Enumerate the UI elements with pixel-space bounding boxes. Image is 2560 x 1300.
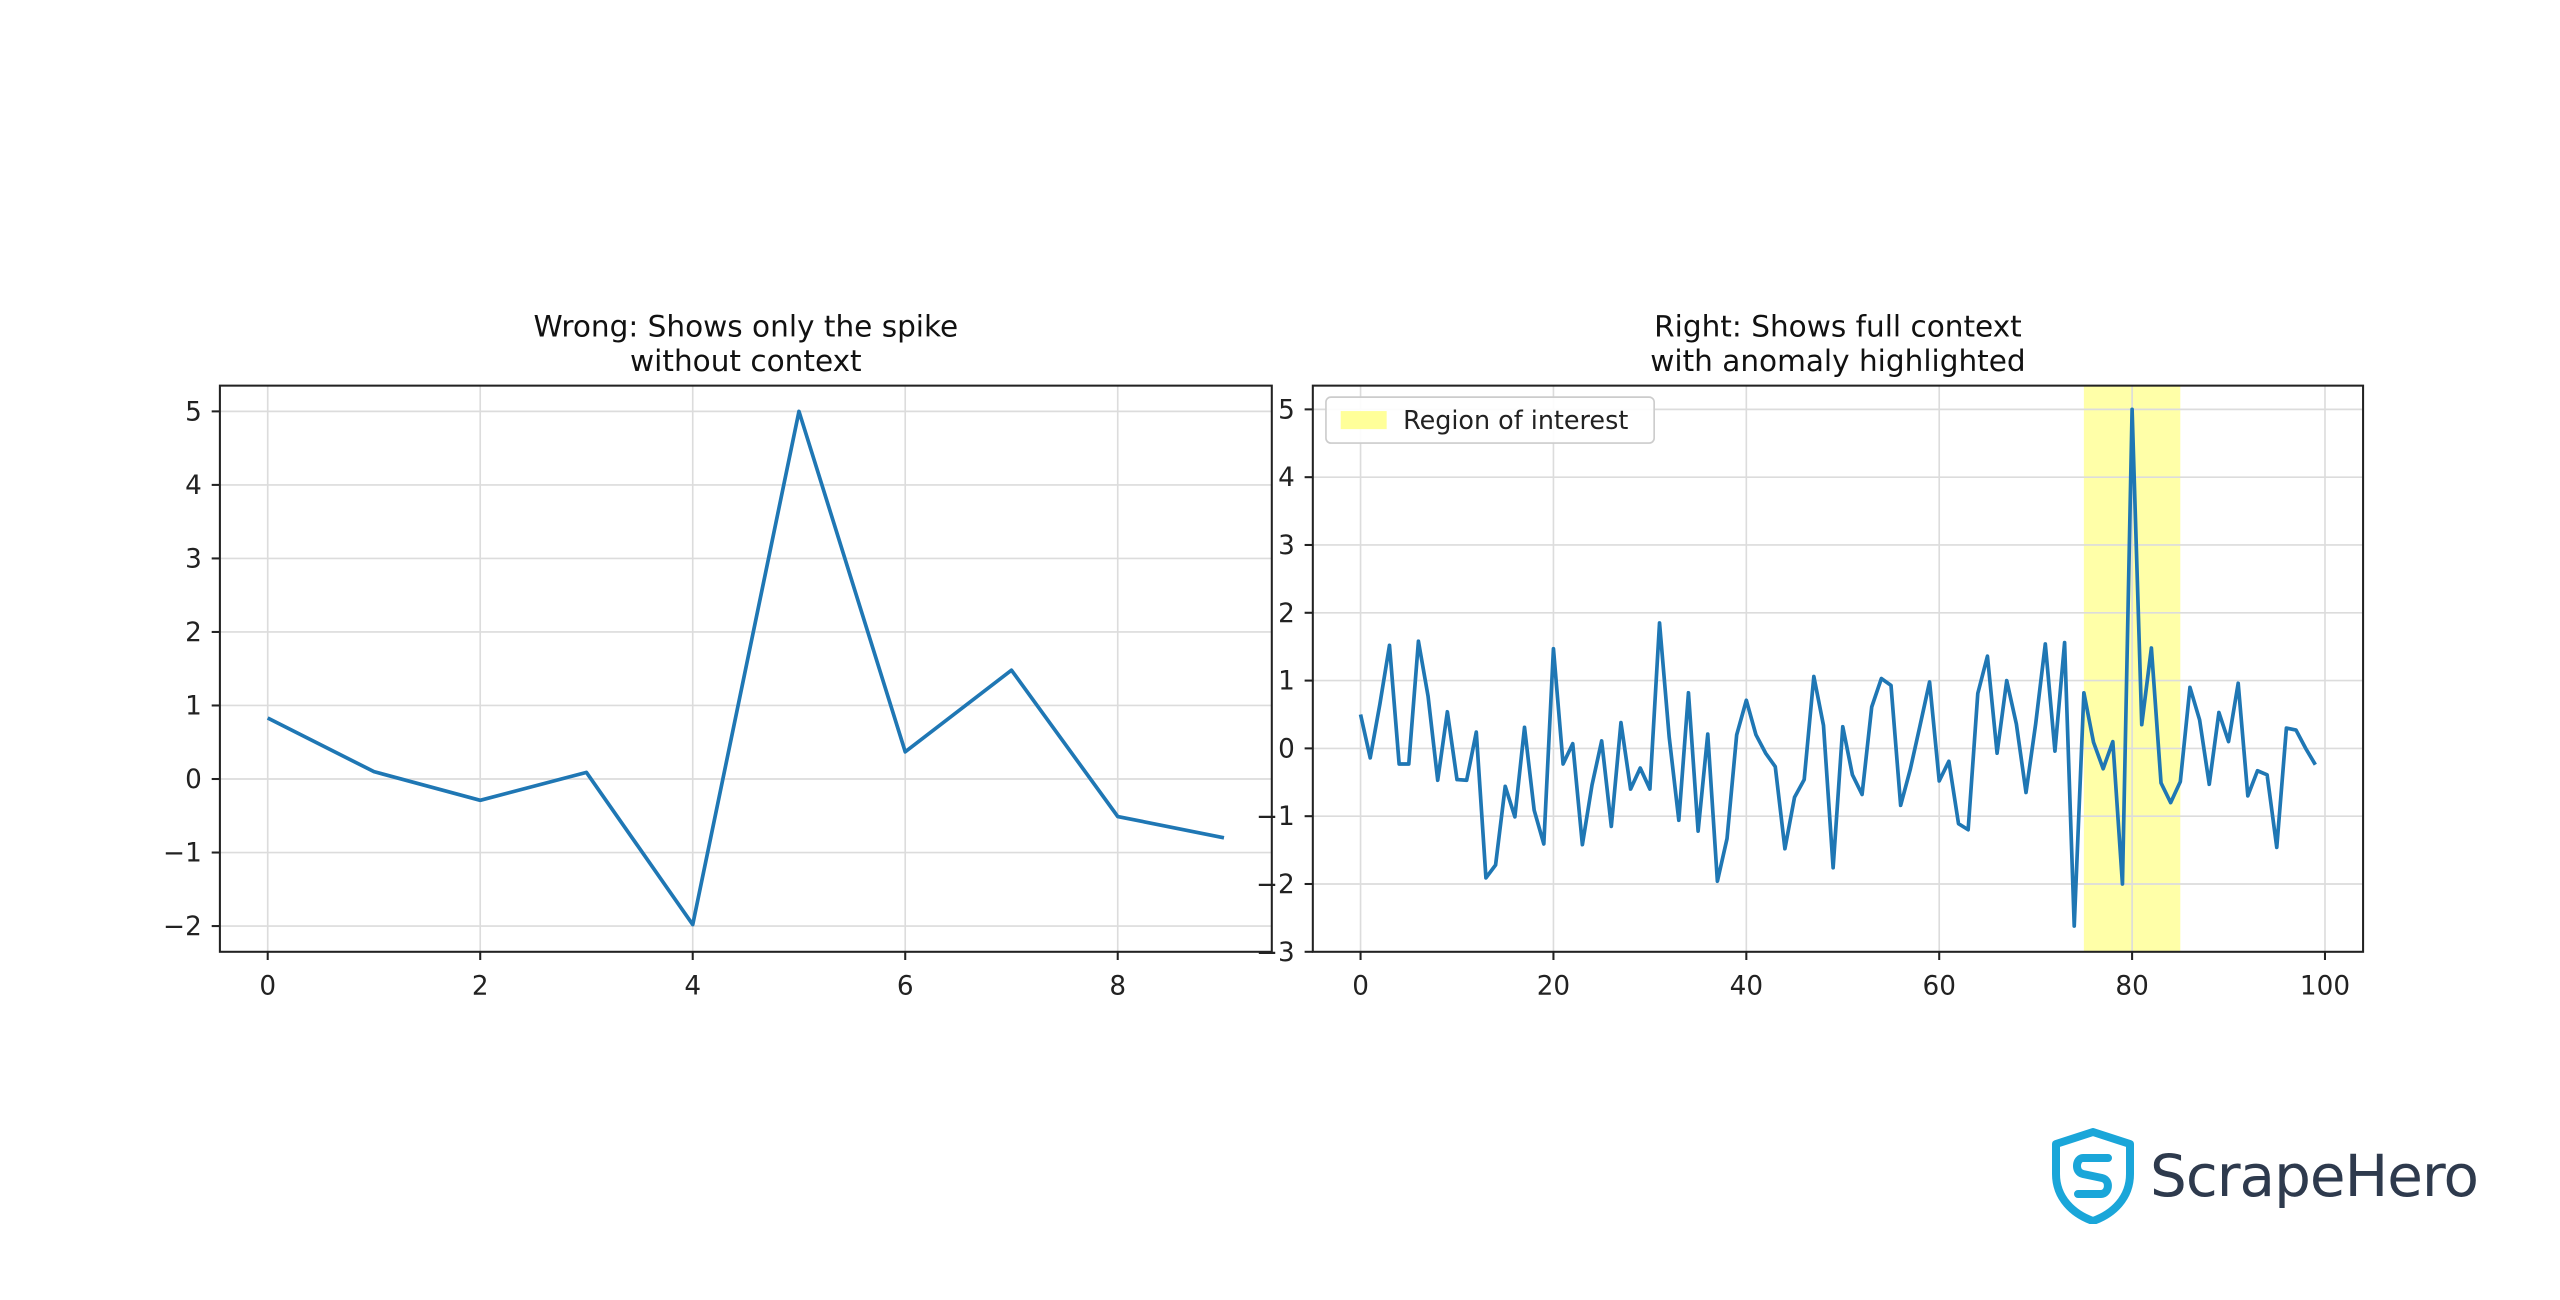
x-tick-label: 0 bbox=[259, 971, 276, 1001]
x-tick-label: 4 bbox=[684, 971, 701, 1001]
shield-logo-icon bbox=[2052, 1128, 2134, 1224]
y-tick-label: −2 bbox=[1256, 870, 1295, 900]
y-tick-label: 5 bbox=[185, 397, 202, 427]
y-tick-label: 2 bbox=[185, 618, 202, 648]
y-tick-label: 3 bbox=[1278, 531, 1295, 561]
x-tick-label: 8 bbox=[1109, 971, 1126, 1001]
y-tick-label: 5 bbox=[1278, 395, 1295, 425]
y-tick-label: −1 bbox=[1256, 802, 1295, 832]
y-tick-label: 3 bbox=[185, 544, 202, 574]
legend-label: Region of interest bbox=[1403, 405, 1628, 435]
y-tick-label: 1 bbox=[185, 692, 202, 722]
chart-title: without context bbox=[630, 344, 862, 378]
legend-swatch bbox=[1340, 411, 1387, 430]
y-tick-label: 1 bbox=[1278, 667, 1295, 697]
y-tick-label: −3 bbox=[1256, 938, 1295, 968]
x-tick-label: 60 bbox=[1923, 971, 1956, 1001]
y-tick-label: 0 bbox=[185, 765, 202, 795]
x-tick-label: 80 bbox=[2115, 971, 2148, 1001]
y-tick-label: −1 bbox=[163, 839, 202, 869]
chart-title: with anomaly highlighted bbox=[1650, 344, 2025, 378]
x-tick-label: 40 bbox=[1730, 971, 1763, 1001]
x-tick-label: 6 bbox=[897, 971, 914, 1001]
y-tick-label: 4 bbox=[1278, 463, 1295, 493]
y-tick-label: 2 bbox=[1278, 599, 1295, 629]
plot-frame bbox=[218, 384, 1273, 953]
chart-0: 0 2 4 6 8 −2 −1 0 1 2 3 4 5 Wrong: Shows only the spi… bbox=[163, 309, 1273, 1001]
figure-canvas: 0 2 4 6 8 −2 −1 0 1 2 3 4 5 Wrong: Shows only the spi… bbox=[163, 309, 2365, 1001]
scrapehero-logo: ScrapeHero bbox=[2050, 1128, 2479, 1224]
chart-title: Right: Shows full context bbox=[1654, 309, 2022, 343]
brand-name: ScrapeHero bbox=[2150, 1142, 2479, 1210]
x-tick-label: 0 bbox=[1352, 971, 1369, 1001]
legend: Region of interest bbox=[1325, 396, 1655, 444]
y-tick-label: 4 bbox=[185, 471, 202, 501]
legend-box bbox=[1325, 396, 1655, 444]
y-tick-label: 0 bbox=[1278, 734, 1295, 764]
x-tick-label: 20 bbox=[1537, 971, 1570, 1001]
series-line-0 bbox=[266, 409, 1225, 927]
chart-title: Wrong: Shows only the spike bbox=[533, 309, 958, 343]
x-tick-label: 2 bbox=[472, 971, 489, 1001]
x-tick-label: 100 bbox=[2300, 971, 2350, 1001]
series-line-0 bbox=[1358, 407, 2317, 928]
chart-1: 0 20 40 60 80 100 −3 −2 −1 0 1 2 3 4 5 Right: Shows ful… bbox=[1256, 309, 2365, 1001]
plot-frame bbox=[1311, 384, 2365, 953]
y-tick-label: −2 bbox=[163, 912, 202, 942]
